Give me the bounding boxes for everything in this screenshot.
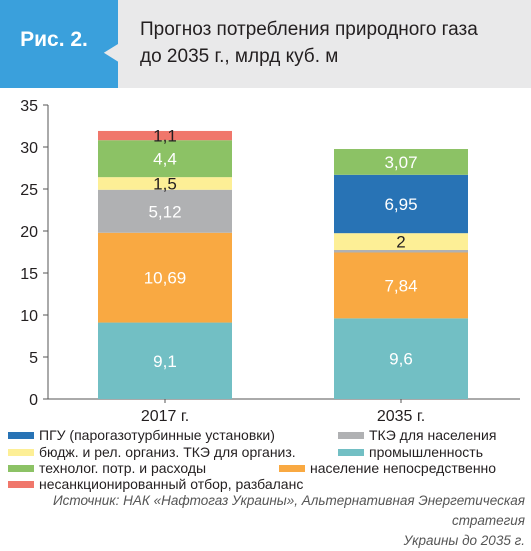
stacked-bar-chart: 0 5 10 15 20 25 30 35 9,1 10,69 5,12 1,5 4,4 1,1 2017 … <box>20 98 520 424</box>
data-label: 4,4 <box>153 150 177 169</box>
source-line2: Украины до 2035 г. <box>403 533 525 548</box>
legend-swatch <box>8 464 34 472</box>
y-tick-label: 25 <box>20 182 38 199</box>
legend-swatch <box>8 448 34 456</box>
figure-badge <box>0 0 118 88</box>
chart-title-line1: Прогноз потребления природного газа <box>140 19 478 40</box>
bar-segment <box>334 318 468 399</box>
data-label: 10,69 <box>144 269 187 288</box>
legend-label: население непосредственно <box>310 460 497 476</box>
legend-swatch <box>8 431 34 439</box>
legend-label: промышленность <box>369 444 483 460</box>
legend-item-tke-population: ТКЭ для населения <box>338 427 496 443</box>
source-line1: Источник: НАК «Нафтогаз Украины», Альтер… <box>52 493 525 528</box>
bar-segment <box>98 177 232 190</box>
bar-segment <box>334 149 468 175</box>
data-label: 7,84 <box>384 276 417 295</box>
data-label: 9,1 <box>153 352 177 371</box>
data-label: 9,6 <box>389 350 413 369</box>
bar-segment <box>98 232 232 323</box>
y-tick-label: 20 <box>20 224 38 241</box>
data-label: 1,1 <box>153 127 177 146</box>
data-label: 5,12 <box>148 202 181 221</box>
data-label: 6,95 <box>384 195 417 214</box>
bar-segment <box>98 130 232 141</box>
y-tick-label: 5 <box>29 350 38 367</box>
legend-item-budget: бюдж. и рел. организ. ТКЭ для организ. <box>8 444 296 460</box>
legend-label: несанкционированный отбор, разбаланс <box>39 476 304 492</box>
chart-legend: ПГУ (парогазотурбинные установки) ТКЭ дл… <box>8 425 528 492</box>
legend-label: ТКЭ для населения <box>369 427 497 443</box>
figure-number: Рис. 2. <box>20 28 88 51</box>
data-label: 1,5 <box>153 174 177 193</box>
x-tick-label: 2017 г. <box>141 408 189 424</box>
y-tick-label: 35 <box>20 98 38 115</box>
legend-item-technological: технолог. потр. и расходы <box>8 460 206 476</box>
y-tick-label: 15 <box>20 266 38 283</box>
y-tick-label: 30 <box>20 140 38 157</box>
bar-segment <box>98 140 232 178</box>
bar-segment <box>334 233 468 250</box>
legend-label: бюдж. и рел. организ. ТКЭ для организ. <box>39 444 296 460</box>
data-label: 3,07 <box>384 153 417 172</box>
bar-segment <box>334 174 468 234</box>
x-tick-label: 2035 г. <box>377 408 425 424</box>
source-note: Источник: НАК «Нафтогаз Украины», Альтер… <box>25 491 525 551</box>
y-tick-label: 0 <box>29 392 38 409</box>
bar-segment <box>98 322 232 399</box>
legend-item-unauthorized: несанкционированный отбор, разбаланс <box>8 476 303 492</box>
y-tick-label: 10 <box>20 308 38 325</box>
bar-segment <box>98 189 232 233</box>
legend-label: технолог. потр. и расходы <box>39 460 207 476</box>
legend-swatch <box>8 480 34 488</box>
bar-segment <box>334 249 468 253</box>
legend-swatch <box>338 448 364 456</box>
legend-item-pgu: ПГУ (парогазотурбинные установки) <box>8 427 275 443</box>
legend-item-population-direct: население непосредственно <box>279 460 496 476</box>
legend-swatch <box>279 464 305 472</box>
data-label: 2 <box>396 233 405 252</box>
chart-title-line2: до 2035 г., млрд куб. м <box>140 46 339 67</box>
bar-segment <box>334 252 468 319</box>
legend-swatch <box>338 431 364 439</box>
legend-label: ПГУ (парогазотурбинные установки) <box>39 427 275 443</box>
legend-item-industry: промышленность <box>338 444 483 460</box>
